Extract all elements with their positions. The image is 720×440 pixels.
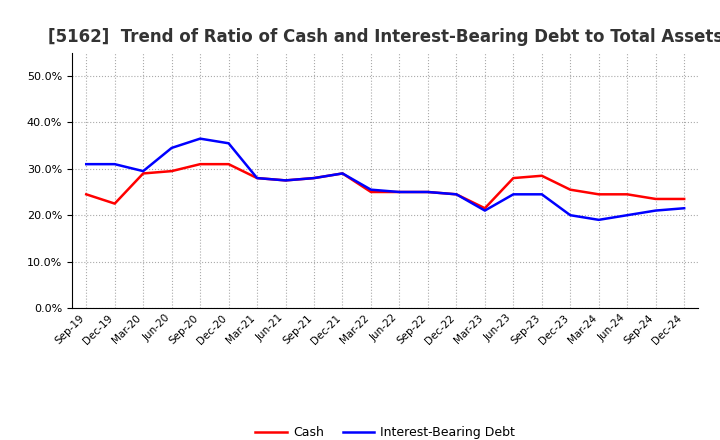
Interest-Bearing Debt (680, 205, 688, 211)
Line: Interest-Bearing Debt: Interest-Bearing Debt (86, 139, 684, 220)
Interest-Bearing Debt (395, 189, 404, 194)
Interest-Bearing Debt (139, 169, 148, 174)
Cash (566, 187, 575, 192)
Cash (366, 189, 375, 194)
Interest-Bearing Debt (623, 213, 631, 218)
Legend: Cash, Interest-Bearing Debt: Cash, Interest-Bearing Debt (251, 422, 520, 440)
Title: [5162]  Trend of Ratio of Cash and Interest-Bearing Debt to Total Assets: [5162] Trend of Ratio of Cash and Intere… (48, 28, 720, 46)
Cash (310, 176, 318, 181)
Cash (537, 173, 546, 178)
Interest-Bearing Debt (537, 192, 546, 197)
Cash (509, 176, 518, 181)
Cash (452, 192, 461, 197)
Interest-Bearing Debt (652, 208, 660, 213)
Interest-Bearing Debt (595, 217, 603, 223)
Interest-Bearing Debt (225, 141, 233, 146)
Cash (338, 171, 347, 176)
Cash (167, 169, 176, 174)
Cash (423, 189, 432, 194)
Interest-Bearing Debt (509, 192, 518, 197)
Interest-Bearing Debt (310, 176, 318, 181)
Line: Cash: Cash (86, 164, 684, 208)
Cash (110, 201, 119, 206)
Cash (253, 176, 261, 181)
Interest-Bearing Debt (196, 136, 204, 141)
Cash (225, 161, 233, 167)
Interest-Bearing Debt (366, 187, 375, 192)
Cash (480, 205, 489, 211)
Interest-Bearing Debt (423, 189, 432, 194)
Cash (595, 192, 603, 197)
Interest-Bearing Debt (253, 176, 261, 181)
Interest-Bearing Debt (82, 161, 91, 167)
Interest-Bearing Debt (282, 178, 290, 183)
Cash (395, 189, 404, 194)
Interest-Bearing Debt (110, 161, 119, 167)
Interest-Bearing Debt (566, 213, 575, 218)
Interest-Bearing Debt (338, 171, 347, 176)
Interest-Bearing Debt (480, 208, 489, 213)
Interest-Bearing Debt (452, 192, 461, 197)
Cash (282, 178, 290, 183)
Cash (680, 196, 688, 202)
Cash (196, 161, 204, 167)
Cash (652, 196, 660, 202)
Cash (139, 171, 148, 176)
Cash (623, 192, 631, 197)
Interest-Bearing Debt (167, 145, 176, 150)
Cash (82, 192, 91, 197)
